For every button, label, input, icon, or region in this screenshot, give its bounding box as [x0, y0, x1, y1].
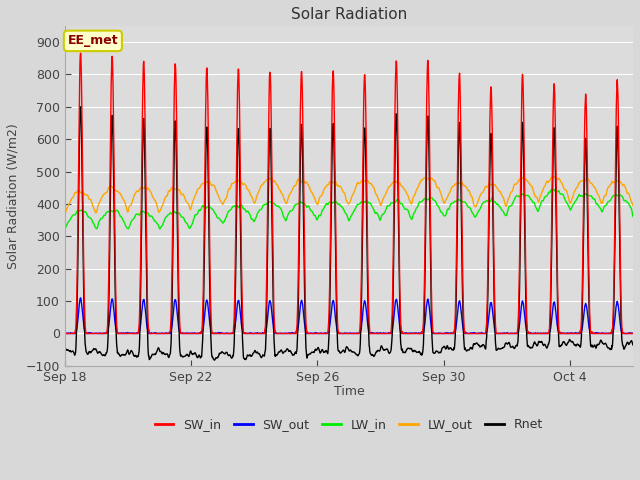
SW_in [77, 50, 84, 56]
X-axis label: Time: Time [333, 385, 364, 398]
SW_in [551, 108, 559, 114]
LW_out [61, 212, 68, 217]
Line: LW_in: LW_in [65, 190, 633, 229]
SW_out [305, 330, 313, 336]
Title: Solar Radiation: Solar Radiation [291, 7, 407, 22]
Line: SW_in: SW_in [65, 53, 633, 334]
SW_in [426, 213, 434, 219]
LW_in [305, 203, 312, 209]
SW_out [426, 316, 434, 322]
Rnet [364, 292, 372, 298]
SW_in [314, 331, 322, 336]
LW_in [95, 221, 102, 227]
SW_out [551, 303, 559, 309]
LW_in [364, 200, 371, 205]
Legend: SW_in, SW_out, LW_in, LW_out, Rnet: SW_in, SW_out, LW_in, LW_out, Rnet [150, 413, 548, 436]
Line: SW_out: SW_out [65, 298, 633, 334]
LW_out [551, 174, 559, 180]
SW_out [61, 331, 68, 336]
LW_in [61, 226, 68, 232]
LW_out [551, 174, 559, 180]
Rnet [77, 104, 84, 109]
Line: LW_out: LW_out [65, 177, 633, 215]
SW_in [364, 240, 371, 246]
LW_out [629, 203, 637, 208]
Rnet [427, 270, 435, 276]
Rnet [315, 345, 323, 351]
LW_in [629, 214, 637, 219]
Rnet [629, 342, 637, 348]
LW_out [364, 178, 371, 183]
Rnet [95, 349, 102, 355]
SW_out [95, 331, 102, 336]
Rnet [61, 345, 68, 351]
SW_out [77, 295, 84, 301]
LW_in [426, 196, 434, 202]
LW_in [314, 216, 322, 221]
Rnet [211, 357, 218, 363]
LW_in [550, 187, 557, 192]
SW_in [305, 331, 313, 336]
Y-axis label: Solar Radiation (W/m2): Solar Radiation (W/m2) [7, 123, 20, 269]
Rnet [305, 351, 313, 357]
LW_out [95, 202, 102, 207]
SW_in [629, 331, 637, 336]
SW_out [629, 331, 637, 336]
Line: Rnet: Rnet [65, 107, 633, 360]
SW_in [61, 331, 68, 336]
LW_out [314, 201, 322, 207]
LW_out [426, 177, 434, 182]
Text: EE_met: EE_met [68, 35, 118, 48]
SW_out [314, 331, 322, 336]
LW_out [305, 182, 312, 188]
LW_in [551, 188, 559, 194]
SW_out [364, 319, 371, 325]
Rnet [552, 167, 559, 173]
SW_in [95, 331, 102, 336]
